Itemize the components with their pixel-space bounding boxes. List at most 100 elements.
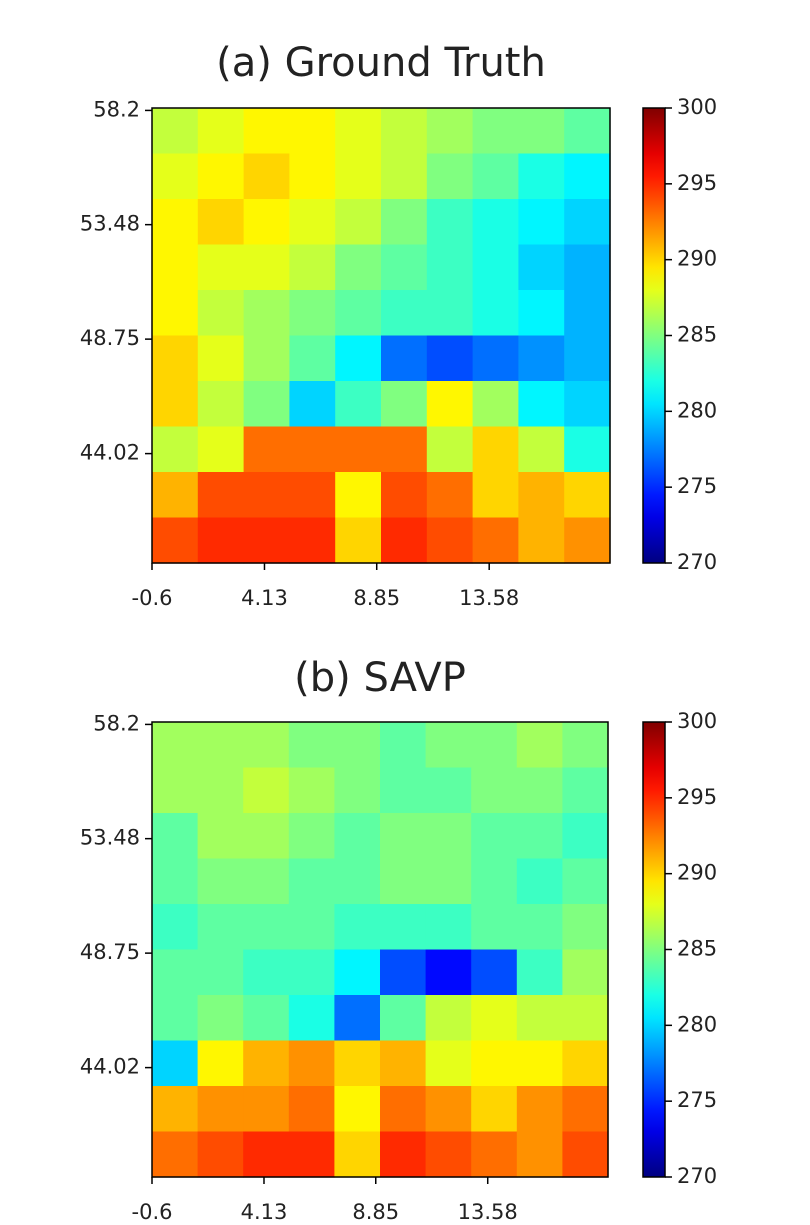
heatmap-cell [243, 108, 290, 155]
heatmap-cell [243, 153, 290, 200]
heatmap-cell [288, 1131, 335, 1178]
x-tick-label: 8.85 [352, 1200, 399, 1224]
heatmap-cell [197, 381, 245, 428]
heatmap-cell [472, 153, 519, 200]
heatmap-cell [425, 813, 472, 860]
heatmap-cell [197, 904, 244, 951]
y-tick-label: 48.75 [80, 326, 140, 350]
heatmap-cell [243, 290, 290, 337]
heatmap-cell [243, 381, 290, 428]
heatmap-cell [335, 517, 382, 564]
heatmap-cell [562, 813, 609, 860]
heatmap-cell [518, 517, 565, 564]
y-tick-label: 44.02 [80, 441, 140, 465]
heatmap-cell [425, 904, 472, 951]
heatmap-cell [197, 244, 245, 291]
y-tick-label: 53.48 [80, 212, 140, 236]
heatmap-cell [243, 1040, 290, 1087]
heatmap-cell [518, 290, 565, 337]
heatmap-cell [381, 381, 428, 428]
colorbar-tick-label: 300 [677, 95, 717, 119]
heatmap-cell [516, 1040, 563, 1087]
heatmap-cell [381, 290, 428, 337]
heatmap-cell [289, 290, 336, 337]
y-tick-label: 58.2 [93, 97, 140, 121]
heatmap-cell [426, 199, 474, 246]
heatmap-cell [243, 472, 290, 519]
heatmap-cell [471, 858, 518, 905]
heatmap-cell [425, 1086, 472, 1133]
heatmap-cell [152, 858, 199, 905]
heatmap-cell [289, 153, 336, 200]
heatmap-cell [381, 472, 428, 519]
heatmap-cell [243, 335, 290, 382]
heatmap-cell [288, 995, 335, 1042]
heatmap-cell [516, 1086, 563, 1133]
heatmap-cell [380, 722, 427, 769]
colorbar-tick-label: 295 [677, 785, 717, 809]
heatmap-cell [197, 1131, 244, 1178]
heatmap-cell [197, 153, 245, 200]
heatmap-cell [562, 858, 609, 905]
heatmap-cell [197, 199, 245, 246]
heatmap-cell [516, 722, 563, 769]
heatmap-cell [518, 199, 565, 246]
heatmap-cell [289, 517, 336, 564]
heatmap-cell [518, 426, 565, 473]
colorbar-tick-label: 290 [677, 247, 717, 271]
heatmap-cell [288, 813, 335, 860]
heatmap-cell [426, 381, 474, 428]
heatmap-cell [516, 813, 563, 860]
heatmap-cell [564, 517, 611, 564]
heatmap-cell [197, 1086, 244, 1133]
heatmap-cell [152, 1040, 199, 1087]
heatmap-cell [518, 381, 565, 428]
chart-title: (a) Ground Truth [216, 40, 546, 86]
heatmap-cell [381, 199, 428, 246]
heatmap-cell [334, 949, 381, 996]
heatmap-cell [562, 722, 609, 769]
heatmap-cell [425, 1131, 472, 1178]
heatmap-cell [197, 722, 244, 769]
heatmap-cell [197, 813, 244, 860]
heatmap-cell [472, 335, 519, 382]
heatmap-cell [564, 199, 611, 246]
heatmap-cell [289, 472, 336, 519]
heatmap-cell [562, 904, 609, 951]
y-tick-label: 44.02 [80, 1055, 140, 1079]
heatmap-cell [564, 108, 611, 155]
heatmap-cell [562, 767, 609, 814]
heatmap-cell [425, 949, 472, 996]
heatmap-cell [152, 1086, 199, 1133]
heatmap-cell [564, 381, 611, 428]
heatmap-cell [197, 1040, 244, 1087]
heatmap-cell [380, 904, 427, 951]
heatmap-cell [152, 722, 199, 769]
heatmap-cell [425, 995, 472, 1042]
heatmap-cell [243, 199, 290, 246]
heatmap-cell [243, 767, 290, 814]
x-tick-label: -0.6 [132, 1200, 173, 1224]
heatmap-cell [562, 1086, 609, 1133]
heatmap-cell [518, 153, 565, 200]
colorbar-tick-label: 275 [677, 1088, 717, 1112]
y-tick-label: 58.2 [93, 711, 140, 735]
heatmap-cell [472, 517, 519, 564]
heatmap-cell [152, 1131, 199, 1178]
heatmap-cell [335, 244, 382, 291]
heatmap-cell [289, 199, 336, 246]
heatmap-cell [335, 153, 382, 200]
heatmap-cell [335, 199, 382, 246]
heatmap-cell [243, 244, 290, 291]
heatmap-cell [380, 995, 427, 1042]
heatmap-cell [152, 767, 199, 814]
heatmap-cell [288, 949, 335, 996]
heatmap-cell [152, 813, 199, 860]
heatmap-cell [243, 995, 290, 1042]
heatmap-cell [334, 813, 381, 860]
heatmap-cell [472, 108, 519, 155]
heatmap-cell [381, 153, 428, 200]
heatmap-cell [426, 335, 474, 382]
heatmap-cell [152, 244, 199, 291]
